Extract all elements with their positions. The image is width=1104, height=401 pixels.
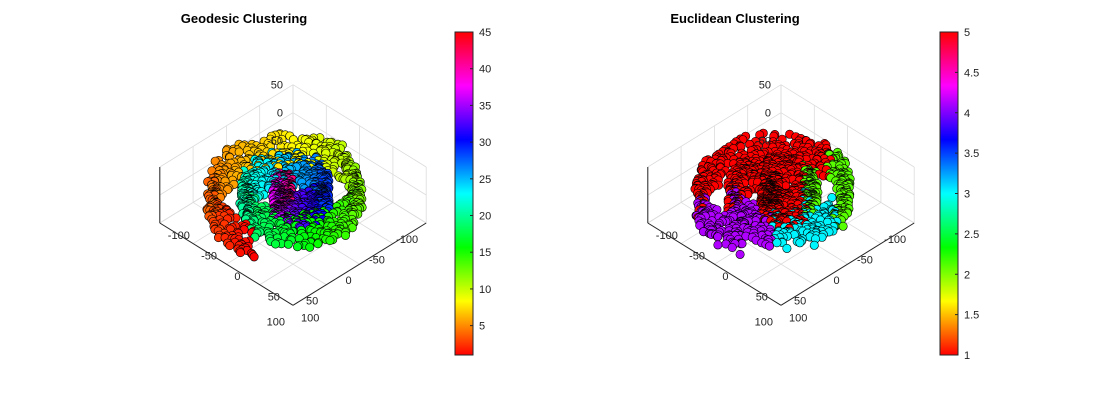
x-axis-line	[292, 222, 427, 306]
y-tick-label: -50	[201, 251, 217, 263]
x-tick-label: 50	[306, 296, 318, 308]
gridline	[780, 112, 915, 196]
data-point	[292, 242, 302, 252]
y-tick-label: 50	[268, 292, 280, 304]
chart-panel-1: Geodesic Clustering-100-50050100-100-500…	[159, 11, 491, 356]
colorbar-tick-label: 1.5	[964, 310, 979, 322]
colorbar-tick-label: 15	[479, 247, 491, 259]
colorbar	[454, 31, 474, 356]
chart-title: Euclidean Clustering	[670, 11, 799, 26]
gridline	[292, 112, 427, 196]
data-point	[735, 249, 745, 259]
gridline	[780, 84, 915, 168]
y-tick-label: 100	[789, 312, 807, 324]
data-point	[235, 248, 245, 258]
gridline	[292, 84, 427, 168]
data-point	[313, 239, 323, 249]
chart-panel-2: Euclidean Clustering-100-50050100-100-50…	[647, 11, 979, 362]
y-tick-label: -100	[656, 230, 678, 242]
data-point	[782, 243, 792, 253]
data-point	[713, 240, 723, 250]
colorbar-tick-label: 10	[479, 284, 491, 296]
data-point	[838, 221, 848, 231]
x-axis-line	[780, 222, 915, 306]
chart-title: Geodesic Clustering	[181, 11, 307, 26]
data-point	[340, 230, 350, 240]
x-tick-label: 0	[345, 275, 351, 287]
data-point	[270, 239, 280, 249]
colorbar-tick-label: 4	[964, 108, 970, 120]
data-point	[713, 232, 723, 242]
gridline	[647, 84, 782, 168]
data-point	[727, 243, 737, 253]
y-axis-line	[647, 222, 782, 306]
colorbar-tick-label: 3.5	[964, 148, 979, 160]
colorbar-tick-label: 4.5	[964, 67, 979, 79]
colorbar-tick-label: 1	[964, 350, 970, 362]
y-tick-label: -100	[168, 230, 190, 242]
data-point	[764, 241, 774, 251]
data-point	[795, 238, 805, 248]
colorbar-tick-label: 20	[479, 211, 491, 223]
gridline	[159, 84, 294, 168]
data-points	[690, 128, 855, 259]
colorbar-tick-label: 45	[479, 27, 491, 39]
colorbar-tick-label: 2.5	[964, 229, 979, 241]
data-point	[325, 236, 335, 246]
x-tick-label: -100	[884, 234, 906, 246]
data-point	[225, 241, 235, 251]
x-tick-label: -50	[369, 255, 385, 267]
data-point	[305, 242, 315, 252]
data-point	[271, 136, 281, 146]
z-tick-label: -50	[755, 136, 771, 148]
z-tick-label: 50	[271, 80, 283, 92]
colorbar-tick-label: 2	[964, 269, 970, 281]
colorbar-tick-label: 30	[479, 137, 491, 149]
y-tick-label: 0	[722, 271, 728, 283]
y-tick-label: -50	[689, 251, 705, 263]
data-point	[809, 240, 819, 250]
colorbar-tick-label: 5	[479, 321, 485, 333]
x-tick-label: 100	[267, 316, 285, 328]
z-tick-label: 0	[277, 108, 283, 120]
data-points	[202, 129, 367, 262]
z-tick-label: 50	[759, 80, 771, 92]
z-tick-label: -50	[267, 136, 283, 148]
y-tick-label: 50	[756, 292, 768, 304]
colorbar-tick-label: 3	[964, 189, 970, 201]
colorbar-tick-label: 40	[479, 64, 491, 76]
data-point	[772, 238, 782, 248]
y-tick-label: 100	[301, 312, 319, 324]
x-tick-label: 100	[755, 316, 773, 328]
colorbar-tick-label: 35	[479, 100, 491, 112]
x-tick-label: 0	[833, 275, 839, 287]
x-tick-label: 50	[794, 296, 806, 308]
y-tick-label: 0	[234, 271, 240, 283]
x-tick-label: -100	[396, 234, 418, 246]
data-point	[283, 239, 293, 249]
colorbar-tick-label: 5	[964, 27, 970, 39]
z-tick-label: 0	[765, 108, 771, 120]
data-point	[249, 252, 259, 262]
colorbar-tick-label: 25	[479, 174, 491, 186]
y-axis-line	[159, 222, 294, 306]
x-tick-label: -50	[857, 255, 873, 267]
